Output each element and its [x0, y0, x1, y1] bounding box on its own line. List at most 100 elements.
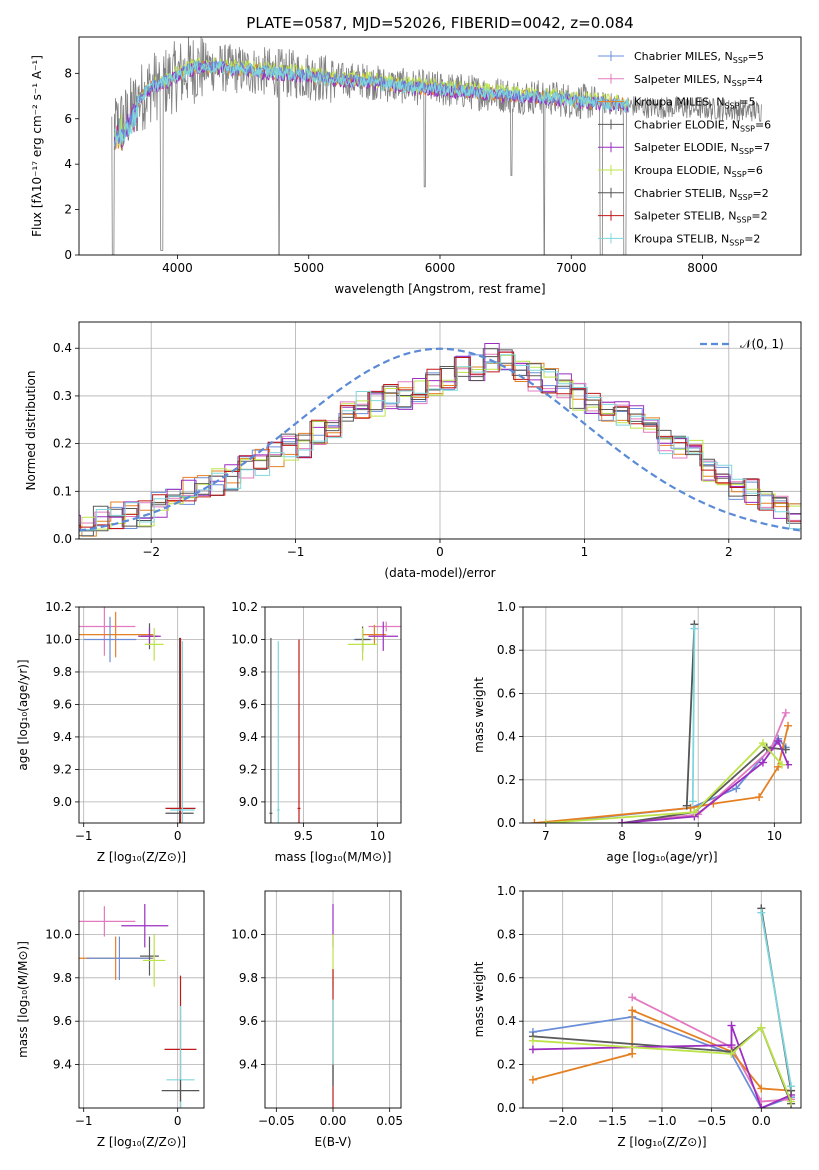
x-axis-label: Z [log₁₀(Z/Z⊙)]: [97, 1135, 186, 1149]
x-axis-label: Z [log₁₀(Z/Z⊙)]: [617, 1135, 706, 1149]
x-tick-label: 9.5: [294, 829, 313, 843]
weight-vs-Z-plot-area: [523, 891, 801, 1108]
y-tick-label: 0.6: [497, 971, 516, 985]
weight-line-chabrier_elodie: [621, 746, 786, 823]
y-tick-label: 4: [64, 157, 72, 171]
weight-line-kroupa_stelib: [760, 912, 792, 1087]
histogram-chabrier_stelib: [79, 349, 801, 534]
x-tick-label: 8000: [687, 261, 718, 275]
y-axis-label: mass [log₁₀(M/M⊙)]: [16, 941, 30, 1058]
y-tick-label: 0.8: [497, 927, 516, 941]
x-axis-label: age [log₁₀(age/yr)]: [606, 850, 717, 864]
histogram-salpeter_stelib: [79, 351, 801, 529]
weight-line-salpeter_miles: [631, 996, 792, 1103]
x-tick-label: −1: [287, 545, 305, 559]
y-tick-label: 9.0: [239, 795, 258, 809]
y-tick-label: 10.2: [45, 600, 72, 614]
legend-label-salpeter_elodie: Salpeter ELODIE, NSSP=7: [634, 141, 770, 156]
x-tick-label: −0.5: [697, 1114, 726, 1128]
legend-label-kroupa_stelib: Kroupa STELIB, NSSP=2: [634, 232, 760, 247]
y-tick-label: 9.8: [239, 971, 258, 985]
x-tick-label: 0: [174, 1114, 182, 1128]
y-tick-label: 9.4: [239, 730, 258, 744]
x-tick-label: 10: [767, 829, 782, 843]
y-tick-label: 9.8: [53, 971, 72, 985]
spectrum-legend: Chabrier MILES, NSSP=5 Salpeter MILES, NS…: [598, 50, 771, 247]
y-tick-label: 9.8: [53, 665, 72, 679]
weight-vs-age-plot-area: [523, 607, 801, 823]
y-tick-label: 0.4: [53, 341, 72, 355]
weight-line-chabrier_stelib: [685, 624, 696, 806]
residuals-plot-area: [79, 322, 801, 539]
model-spectrum-kroupa_elodie: [113, 57, 630, 149]
axes-frame: [522, 606, 802, 824]
y-tick-label: 0: [64, 248, 72, 262]
mass-vs-Z-panel: −1 0 9.4 9.6 9.8 10.0 Z [log₁₀(Z/Z⊙)] mass [log…: [16, 890, 205, 1149]
y-tick-label: 9.0: [53, 795, 72, 809]
y-axis-label: Normed distribution: [24, 371, 38, 491]
y-tick-label: 9.4: [53, 730, 72, 744]
x-tick-label: 7000: [556, 261, 587, 275]
x-tick-label: 10: [370, 829, 385, 843]
y-tick-label: 10.0: [45, 927, 72, 941]
y-tick-label: 6: [64, 112, 72, 126]
x-axis-label: Z [log₁₀(Z/Z⊙)]: [97, 850, 186, 864]
legend-label-normal: 𝒩(0, 1): [740, 337, 784, 351]
x-tick-label: −1: [75, 1114, 93, 1128]
y-axis-label: mass weight: [472, 677, 486, 753]
age-vs-Z-plot-area: [79, 607, 204, 823]
x-tick-label: −1: [75, 829, 93, 843]
x-tick-label: 2: [725, 545, 733, 559]
y-tick-label: 0.1: [53, 484, 72, 498]
x-tick-label: 0: [174, 829, 182, 843]
x-tick-label: −1.0: [647, 1114, 676, 1128]
x-tick-label: −2.0: [548, 1114, 577, 1128]
legend-label-kroupa_miles: Kroupa MILES, NSSP=5: [634, 96, 756, 111]
normal-curve: [79, 347, 801, 532]
y-tick-label: 0.0: [497, 1101, 516, 1115]
legend-label-chabrier_stelib: Chabrier STELIB, NSSP=2: [634, 187, 769, 202]
weight-vs-Z-panel: −2.0 −1.5 −1.0 −0.5 0.0 0.0 0.2 0.4 0.6 0.8 1.0 Z […: [472, 884, 802, 1149]
weight-line-kroupa_elodie: [532, 1026, 792, 1102]
y-tick-label: 0.4: [497, 730, 516, 744]
x-tick-label: 5000: [293, 261, 324, 275]
y-tick-label: 9.4: [53, 1058, 72, 1072]
y-tick-label: 9.4: [239, 1058, 258, 1072]
y-axis-label: age [log₁₀(age/yr)]: [16, 659, 30, 770]
spectrum-panel: 4000 5000 6000 7000 8000 0 2 4 6 8 wavelength [Ang…: [30, 36, 802, 296]
x-tick-label: 4000: [162, 261, 193, 275]
y-tick-label: 9.8: [239, 665, 258, 679]
x-tick-label: 9: [694, 829, 702, 843]
y-tick-label: 1.0: [497, 884, 516, 898]
weight-line-kroupa_elodie: [545, 741, 783, 823]
weight-line-kroupa_miles: [532, 1009, 792, 1092]
x-tick-label: 6000: [425, 261, 456, 275]
x-axis-label: mass [log₁₀(M/M⊙)]: [275, 850, 392, 864]
y-tick-label: 0.2: [53, 437, 72, 451]
y-tick-label: 0.2: [497, 773, 516, 787]
mass-vs-ebv-plot-area: [265, 891, 401, 1108]
legend-label-salpeter_miles: Salpeter MILES, NSSP=4: [634, 73, 763, 88]
histogram-kroupa_stelib: [79, 354, 801, 532]
x-axis-label: E(B-V): [314, 1135, 351, 1149]
y-tick-label: 2: [64, 203, 72, 217]
x-tick-label: 1: [581, 545, 589, 559]
y-tick-label: 0.4: [497, 1014, 516, 1028]
x-tick-label: 8: [618, 829, 626, 843]
y-axis-label: Flux [fλ10⁻¹⁷ erg cm⁻² s⁻¹ A⁻¹]: [30, 55, 44, 237]
y-tick-label: 9.2: [239, 762, 258, 776]
figure-title: PLATE=0587, MJD=52026, FIBERID=0042, z=0…: [246, 14, 633, 32]
data-spectrum-line: [111, 37, 762, 255]
model-spectrum-kroupa_miles: [113, 60, 630, 151]
residuals-panel: −2 −1 0 1 2 0.0 0.1 0.2 0.3 0.4 (data-model)/error…: [24, 321, 802, 580]
y-tick-label: 10.0: [45, 632, 72, 646]
y-tick-label: 1.0: [497, 600, 516, 614]
x-tick-label: −2: [142, 545, 160, 559]
legend-label-chabrier_elodie: Chabrier ELODIE, NSSP=6: [634, 118, 771, 133]
x-axis-label: (data-model)/error: [384, 566, 495, 580]
y-tick-label: 9.2: [53, 762, 72, 776]
y-tick-label: 9.6: [53, 1014, 72, 1028]
y-axis-label: mass weight: [472, 961, 486, 1037]
y-tick-label: 10.0: [231, 927, 258, 941]
y-tick-label: 8: [64, 66, 72, 80]
